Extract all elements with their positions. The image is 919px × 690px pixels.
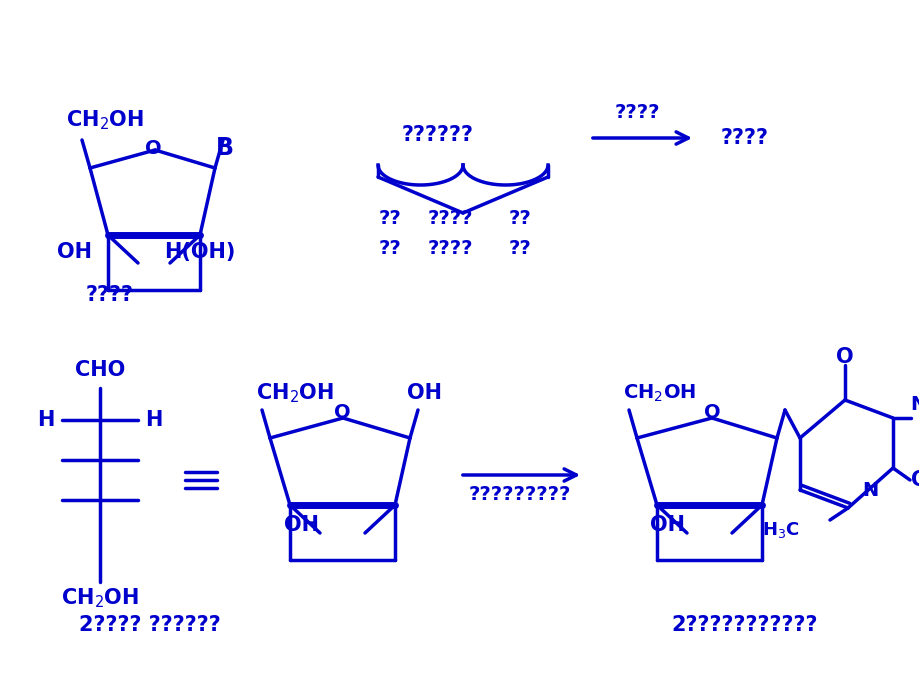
Text: H: H — [145, 410, 163, 430]
Text: ????: ???? — [720, 128, 768, 148]
Text: O: O — [334, 404, 350, 422]
Text: O: O — [703, 404, 720, 422]
Text: OH: OH — [57, 242, 93, 262]
Text: 2???????????: 2??????????? — [671, 615, 817, 635]
Text: CH$_2$OH: CH$_2$OH — [61, 586, 139, 610]
Text: OH: OH — [284, 515, 319, 535]
Text: H: H — [38, 410, 54, 430]
Text: ?????????: ????????? — [469, 486, 571, 504]
Text: ??: ?? — [508, 208, 531, 228]
Text: CHO: CHO — [74, 360, 125, 380]
Text: ??: ?? — [379, 239, 401, 257]
Text: CH$_2$OH: CH$_2$OH — [623, 382, 696, 404]
Text: ????: ???? — [614, 104, 659, 123]
Text: NH: NH — [909, 395, 919, 415]
Text: 2???? ??????: 2???? ?????? — [79, 615, 221, 635]
Text: ????: ???? — [426, 239, 472, 257]
Text: ??: ?? — [508, 239, 531, 257]
Text: ????: ???? — [426, 208, 472, 228]
Text: OH: OH — [407, 383, 442, 403]
Text: ??: ?? — [379, 208, 401, 228]
Text: CH$_2$OH: CH$_2$OH — [66, 108, 144, 132]
Text: ????: ???? — [85, 285, 134, 305]
Text: N: N — [861, 480, 877, 500]
Text: ??????: ?????? — [402, 125, 473, 145]
Text: CH$_2$OH: CH$_2$OH — [255, 381, 334, 405]
Text: B: B — [216, 136, 233, 160]
Text: O: O — [144, 139, 161, 157]
Text: O: O — [910, 470, 919, 490]
Text: H$_3$C: H$_3$C — [761, 520, 800, 540]
Text: O: O — [835, 347, 853, 367]
Text: OH: OH — [650, 515, 685, 535]
Text: H(OH): H(OH) — [165, 242, 235, 262]
